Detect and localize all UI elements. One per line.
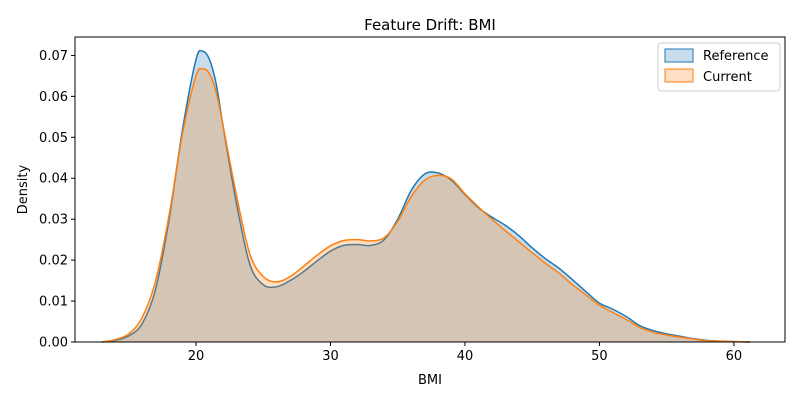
y-tick-label: 0.05 — [39, 131, 68, 146]
plot-frame — [74, 36, 786, 343]
legend-label-reference: Reference — [703, 49, 768, 64]
density-line-current — [101, 67, 751, 343]
y-tick-label: 0.03 — [39, 213, 68, 228]
x-tick-label: 40 — [457, 349, 474, 364]
legend: Reference Current — [657, 42, 781, 92]
x-tick-label: 30 — [322, 349, 339, 364]
density-fill-current — [101, 68, 751, 343]
y-axis-label: Density — [16, 164, 31, 214]
legend-swatch-reference — [664, 48, 694, 63]
x-axis: 20 30 40 50 60 — [188, 342, 742, 364]
y-tick-label: 0.04 — [39, 172, 68, 187]
legend-label-current: Current — [703, 70, 752, 85]
chart-title: Feature Drift: BMI — [364, 16, 496, 34]
y-tick-label: 0.07 — [39, 49, 68, 64]
y-tick-label: 0.02 — [39, 254, 68, 269]
y-tick-label: 0.00 — [39, 336, 68, 351]
series-layer — [101, 49, 751, 343]
x-axis-label: BMI — [418, 373, 442, 388]
y-tick-label: 0.01 — [39, 295, 68, 310]
y-tick-label: 0.06 — [39, 90, 68, 105]
x-tick-label: 50 — [591, 349, 608, 364]
x-tick-label: 20 — [188, 349, 205, 364]
density-fill-reference — [101, 50, 751, 342]
x-tick-label: 60 — [726, 349, 743, 364]
legend-box — [657, 42, 781, 92]
y-axis: 0.00 0.01 0.02 0.03 0.04 0.05 0.06 0.07 — [39, 49, 75, 351]
legend-swatch-current — [664, 68, 694, 83]
density-line-reference — [101, 49, 751, 343]
